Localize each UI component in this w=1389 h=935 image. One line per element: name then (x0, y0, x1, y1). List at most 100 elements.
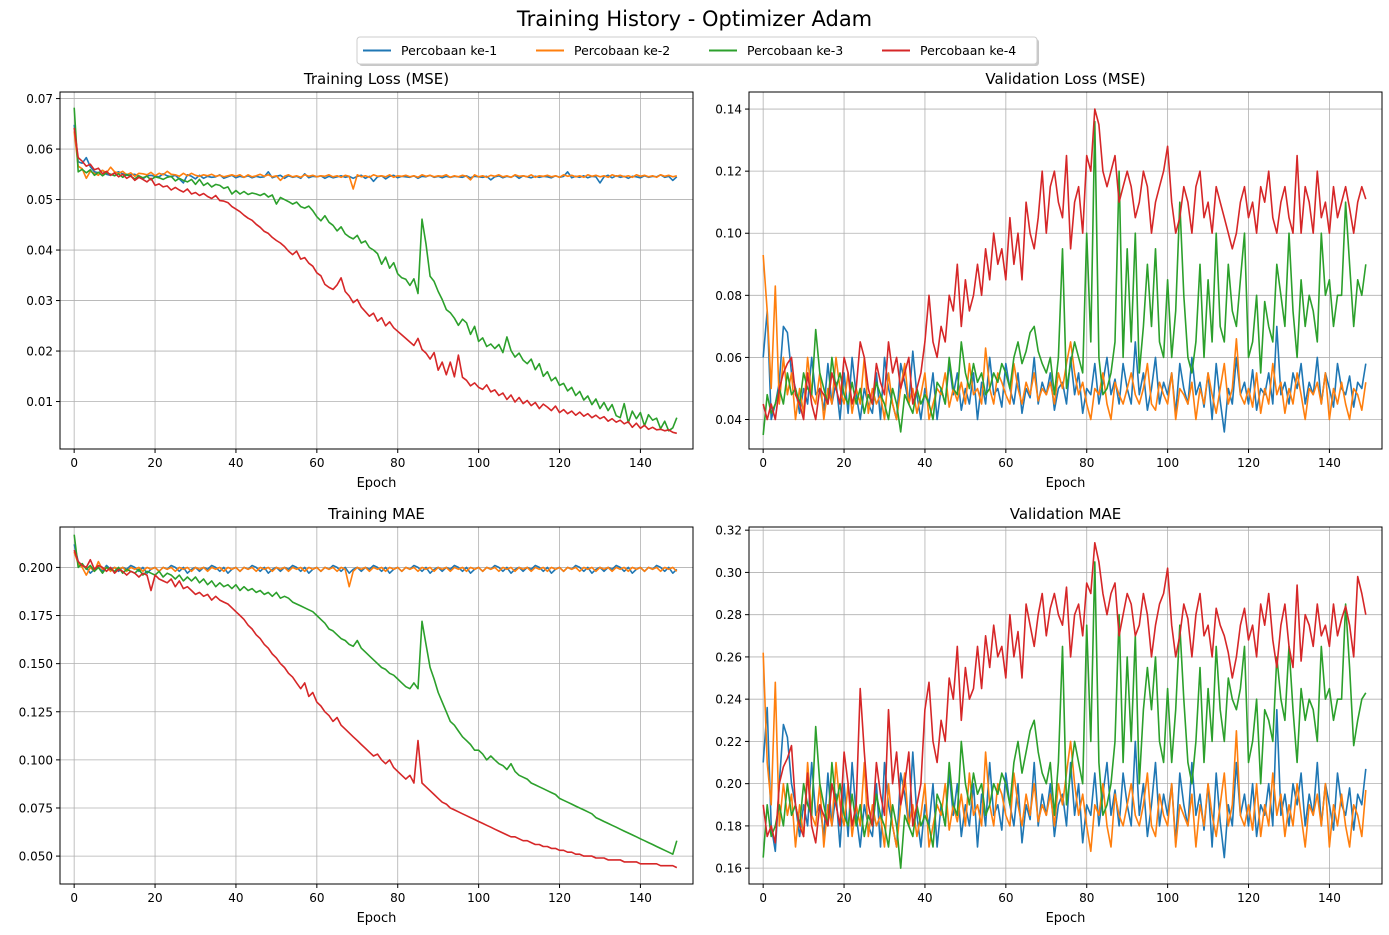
x-axis-label: Epoch (1046, 911, 1086, 926)
legend-entry: Percobaan ke-4 (882, 43, 1016, 58)
x-axis-label: Epoch (357, 476, 397, 491)
validation-loss-title: Validation Loss (MSE) (985, 70, 1145, 88)
legend-label: Percobaan ke-2 (574, 43, 670, 58)
y-tick-label: 0.22 (715, 735, 742, 749)
y-tick-label: 0.30 (715, 566, 742, 580)
figure-title: Training History - Optimizer Adam (516, 7, 872, 31)
training-loss-title: Training Loss (MSE) (303, 70, 449, 88)
x-tick-label: 40 (917, 456, 932, 470)
x-tick-label: 80 (390, 456, 405, 470)
x-tick-label: 20 (836, 891, 851, 905)
x-tick-label: 40 (228, 891, 243, 905)
x-tick-label: 20 (836, 456, 851, 470)
legend: Percobaan ke-1 Percobaan ke-2 Percobaan ke… (356, 36, 1039, 66)
validation-loss-series-group (762, 108, 1367, 436)
x-tick-label: 20 (147, 891, 162, 905)
y-tick-label: 0.24 (715, 693, 742, 707)
validation-mae-subplot: 0 20 40 60 80 100 120 140 0.16 0.18 0.20 0.22 0.24 0.… (715, 505, 1383, 926)
y-tick-label: 0.04 (26, 244, 53, 258)
y-tick-label: 0.28 (715, 608, 742, 622)
x-tick-label: 120 (548, 456, 571, 470)
y-tick-label: 0.07 (26, 92, 53, 106)
x-axis-label: Epoch (1046, 476, 1086, 491)
y-tick-label: 0.20 (715, 777, 742, 791)
training-loss-subplot: 0 20 40 60 80 100 120 140 0.01 0.02 0.03 0.04 0.05 0.… (26, 70, 694, 491)
y-tick-label: 0.050 (19, 850, 53, 864)
legend-label: Percobaan ke-1 (401, 43, 497, 58)
y-tick-label: 0.150 (19, 657, 53, 671)
x-tick-label: 20 (147, 456, 162, 470)
subplots: 0 20 40 60 80 100 120 140 0.01 0.02 0.03 0.04 0.05 0.… (19, 70, 1383, 926)
x-tick-label: 100 (1156, 891, 1179, 905)
y-tick-label: 0.26 (715, 650, 742, 664)
legend-box (356, 36, 1038, 65)
y-tick-label: 0.16 (715, 862, 742, 876)
x-tick-label: 60 (309, 456, 324, 470)
x-tick-label: 80 (390, 891, 405, 905)
x-tick-label: 40 (228, 456, 243, 470)
legend-label: Percobaan ke-3 (747, 43, 843, 58)
x-tick-label: 40 (917, 891, 932, 905)
series-line-3 (762, 561, 1367, 870)
axes-frame (59, 526, 694, 885)
series-line-4 (762, 541, 1367, 844)
series-line-2 (762, 254, 1367, 421)
axes-frame (748, 91, 1383, 450)
validation-mae-title: Validation MAE (1010, 505, 1122, 523)
series-line-2 (73, 551, 678, 588)
x-tick-label: 0 (70, 456, 78, 470)
training-mae-title: Training MAE (327, 505, 425, 523)
x-tick-label: 120 (1237, 891, 1260, 905)
training-loss-series-group (73, 107, 678, 435)
series-line-3 (73, 534, 678, 856)
y-tick-label: 0.05 (26, 193, 53, 207)
axes-frame (748, 526, 1383, 885)
y-tick-label: 0.200 (19, 561, 53, 575)
x-tick-label: 100 (1156, 456, 1179, 470)
y-tick-label: 0.175 (19, 609, 53, 623)
axes-frame (59, 91, 694, 450)
y-tick-label: 0.075 (19, 801, 53, 815)
series-line-2 (762, 652, 1367, 853)
y-tick-label: 0.06 (26, 143, 53, 157)
y-tick-label: 0.04 (715, 413, 742, 427)
y-tick-label: 0.03 (26, 294, 53, 308)
y-tick-label: 0.100 (19, 753, 53, 767)
legend-label: Percobaan ke-4 (920, 43, 1016, 58)
x-tick-label: 0 (70, 891, 78, 905)
y-tick-label: 0.01 (26, 395, 53, 409)
series-line-4 (73, 127, 677, 435)
y-tick-label: 0.08 (715, 289, 742, 303)
y-tick-label: 0.125 (19, 705, 53, 719)
y-tick-label: 0.14 (715, 103, 742, 117)
x-tick-label: 60 (998, 891, 1013, 905)
x-tick-label: 140 (1318, 891, 1341, 905)
legend-entry: Percobaan ke-1 (363, 43, 497, 58)
x-tick-label: 0 (759, 891, 767, 905)
x-tick-label: 120 (548, 891, 571, 905)
training-mae-series-group (73, 534, 678, 869)
legend-entry: Percobaan ke-2 (536, 43, 670, 58)
x-tick-label: 140 (629, 891, 652, 905)
x-tick-label: 100 (467, 456, 490, 470)
series-line-2 (73, 131, 677, 190)
training-mae-subplot: 0 20 40 60 80 100 120 140 0.050 0.075 0.100 0.125 0.… (19, 505, 694, 926)
x-tick-label: 100 (467, 891, 490, 905)
series-line-1 (73, 544, 678, 575)
x-tick-label: 60 (998, 456, 1013, 470)
x-tick-label: 80 (1079, 456, 1094, 470)
y-tick-label: 0.06 (715, 351, 742, 365)
validation-loss-subplot: 0 20 40 60 80 100 120 140 0.04 0.06 0.08 0.10 0.12 0.… (715, 70, 1383, 491)
x-tick-label: 60 (309, 891, 324, 905)
series-line-3 (762, 120, 1367, 436)
x-tick-label: 120 (1237, 456, 1260, 470)
x-axis-label: Epoch (357, 911, 397, 926)
y-tick-label: 0.32 (715, 524, 742, 538)
series-line-4 (73, 549, 678, 869)
x-tick-label: 140 (629, 456, 652, 470)
y-tick-label: 0.12 (715, 165, 742, 179)
legend-entry: Percobaan ke-3 (709, 43, 843, 58)
y-tick-label: 0.10 (715, 227, 742, 241)
x-tick-label: 80 (1079, 891, 1094, 905)
